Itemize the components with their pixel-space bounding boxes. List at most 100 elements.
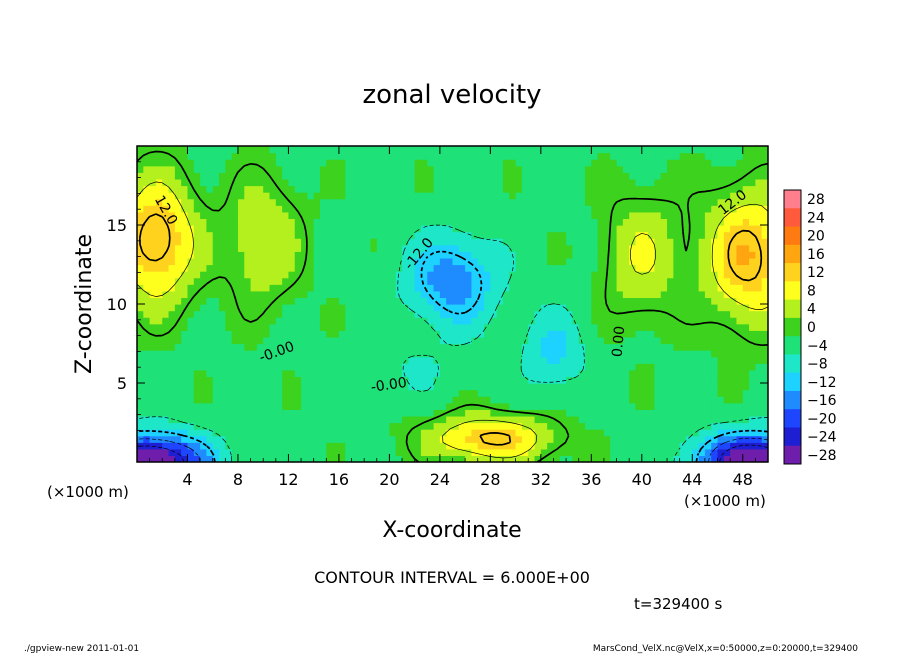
heat-cell [667, 304, 674, 312]
heat-cell [168, 435, 176, 443]
heat-cell [723, 304, 731, 312]
heat-cell [256, 409, 264, 417]
heat-cell [313, 435, 321, 443]
heat-cell [458, 225, 466, 233]
heat-cell [528, 257, 536, 266]
heat-cell [629, 264, 637, 272]
heat-cell [521, 284, 529, 292]
heat-cell [256, 310, 264, 318]
heat-cell [313, 290, 321, 299]
heat-cell [704, 383, 712, 391]
heat-cell [200, 389, 208, 397]
heat-cell [402, 415, 409, 424]
heat-cell [162, 165, 170, 173]
heat-cell [263, 271, 271, 279]
heat-cell [427, 192, 435, 200]
heat-cell [212, 415, 220, 424]
heat-cell [137, 264, 144, 272]
heat-cell [376, 218, 384, 226]
heat-cell [206, 271, 214, 279]
heat-cell [692, 363, 700, 371]
heat-cell [137, 297, 144, 305]
heat-cell [376, 415, 384, 424]
heat-cell [402, 402, 409, 410]
heat-cell [667, 178, 674, 187]
heat-cell [585, 284, 592, 292]
heat-cell [547, 271, 555, 279]
contour-line [138, 213, 763, 446]
heat-cell [307, 422, 315, 430]
heat-cell [635, 251, 643, 259]
heat-cell [225, 455, 233, 462]
heat-cell [477, 409, 485, 417]
heat-cell [433, 336, 441, 345]
heat-cell [357, 363, 365, 371]
heat-cell [648, 277, 656, 285]
heat-cell [603, 165, 611, 173]
heat-cell [427, 264, 435, 272]
heat-cell [206, 284, 214, 292]
heat-cell [313, 396, 321, 404]
heat-cell [761, 336, 768, 345]
heat-cell [521, 238, 529, 246]
heat-cell [288, 317, 296, 325]
heat-cell [559, 356, 567, 364]
heat-cell [212, 251, 220, 259]
heat-cell [231, 185, 239, 193]
heat-cell [244, 277, 252, 285]
heat-cell [288, 271, 296, 279]
heat-cell [723, 225, 731, 233]
heat-cell [578, 350, 586, 358]
heat-cell [162, 172, 170, 180]
heat-cell [736, 310, 744, 318]
heat-cell [622, 225, 630, 233]
heat-cell [301, 396, 308, 404]
heat-cell [427, 448, 435, 457]
heat-cell [420, 218, 428, 226]
heat-cell [370, 178, 378, 187]
heat-cell [193, 271, 201, 279]
heat-cell [414, 218, 422, 226]
heat-cell [749, 435, 756, 443]
heat-cell [212, 257, 220, 266]
heat-cell [610, 383, 618, 391]
heat-cell [591, 284, 599, 292]
heat-cell [471, 409, 479, 417]
heat-cell [679, 389, 687, 397]
heat-cell [237, 172, 245, 180]
heat-cell [288, 369, 296, 378]
heat-cell [193, 336, 201, 345]
heat-cell [193, 304, 201, 312]
heat-cell [648, 172, 656, 180]
heat-cell [402, 225, 409, 233]
heat-cell [137, 165, 144, 173]
heat-cell [288, 442, 296, 450]
heat-cell [446, 297, 454, 305]
heat-cell [635, 343, 643, 351]
heat-cell [648, 244, 656, 252]
heat-cell [256, 290, 264, 299]
heat-cell [730, 231, 738, 239]
heat-cell [338, 455, 346, 462]
heat-cell [490, 257, 498, 266]
heat-cell [572, 205, 580, 213]
heat-cell [641, 389, 649, 397]
heat-cell [742, 225, 750, 233]
heat-cell [155, 218, 163, 226]
heat-cell [572, 231, 580, 239]
heat-cell [616, 172, 624, 180]
heat-cell [206, 336, 214, 345]
heat-cell [685, 264, 693, 272]
heat-cell [376, 369, 384, 378]
heat-cell [332, 257, 340, 266]
heat-cell [338, 383, 346, 391]
heat-cell [749, 178, 756, 187]
heat-cell [408, 271, 416, 279]
heat-cell [736, 402, 744, 410]
heat-cell [761, 244, 768, 252]
heat-cell [717, 277, 725, 285]
heat-cell [452, 172, 460, 180]
heat-cell [357, 369, 365, 378]
heat-cell [540, 442, 548, 450]
heat-cell [294, 455, 302, 462]
